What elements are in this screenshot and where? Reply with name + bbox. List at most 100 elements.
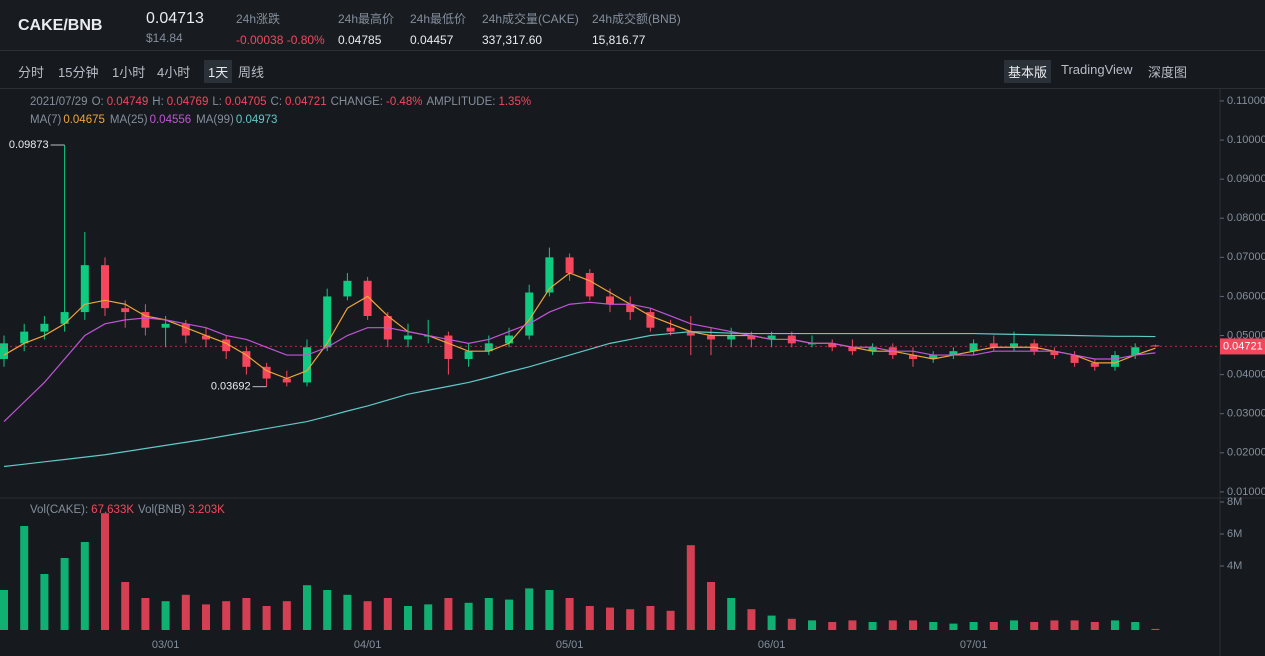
volume-bar — [1090, 622, 1099, 630]
volume-bar — [626, 609, 635, 630]
volume-bar — [121, 582, 130, 630]
candle-body — [80, 265, 89, 313]
volume-bar — [1010, 620, 1018, 630]
volume-bar — [444, 598, 453, 630]
info-value: 0.04769 — [166, 96, 209, 108]
candle-body — [444, 335, 453, 359]
volume-bar — [747, 609, 756, 630]
info-value: 0.04705 — [224, 96, 267, 108]
ma-value: 0.04675 — [63, 114, 105, 126]
volume-bar — [666, 610, 675, 630]
interval-tab[interactable]: 15分钟 — [58, 65, 99, 80]
candle-body — [121, 308, 130, 313]
view-tab[interactable]: 深度图 — [1148, 65, 1188, 80]
candle-body — [1070, 355, 1079, 363]
x-tick-label: 05/01 — [556, 639, 584, 651]
y-tick-label: 0.02000 — [1227, 447, 1265, 459]
volume-bar — [868, 622, 877, 630]
volume-bar — [565, 598, 574, 630]
y-tick-label: 0.10000 — [1227, 134, 1265, 146]
info-value: 0.04721 — [285, 96, 327, 108]
interval-tab[interactable]: 1小时 — [112, 65, 146, 80]
volume-bar — [80, 542, 89, 630]
volume-bar — [949, 623, 958, 630]
candle-body — [404, 335, 412, 340]
info-label: C: — [270, 96, 283, 108]
y-tick-label: 0.06000 — [1227, 290, 1265, 302]
last-price-tag — [1220, 338, 1265, 355]
candle-body — [505, 335, 513, 344]
candle-body — [343, 280, 352, 297]
volume-bar — [222, 601, 231, 630]
candle-body — [949, 351, 958, 356]
volume-bar — [181, 594, 190, 630]
candle-body — [929, 355, 938, 359]
volume-bar — [323, 590, 332, 630]
candle-body — [585, 272, 594, 297]
info-label: CHANGE: — [330, 96, 384, 108]
candle-body — [181, 323, 190, 336]
stat: 24h最高价 0.04785 — [338, 10, 394, 47]
candle-body — [323, 296, 332, 348]
candle-body — [1131, 347, 1140, 356]
ohlc-info: 2021/07/29 O: 0.04749 H: 0.04769 L: 0.04705 C: 0… — [30, 96, 535, 108]
vol-value: 67.633K — [91, 504, 135, 516]
candle-body — [1090, 362, 1099, 367]
info-label: L: — [212, 96, 222, 108]
candle-body — [1151, 345, 1160, 347]
pair[interactable]: CAKE/BNB — [18, 17, 103, 34]
interval-tab[interactable]: 周线 — [238, 65, 265, 80]
view-tab[interactable]: 基本版 — [1004, 60, 1052, 83]
volume-bar — [767, 615, 776, 630]
volume-bar — [1111, 620, 1119, 630]
candle-body — [202, 335, 210, 340]
ma-value: 0.04556 — [149, 114, 192, 126]
stat-value: 337,317.60 — [482, 33, 543, 47]
candle-body — [666, 327, 675, 332]
volume-bar — [606, 607, 614, 630]
stat-value: 0.04457 — [410, 33, 454, 47]
candle-body — [969, 343, 978, 352]
volume-bar — [545, 590, 554, 630]
stat-label: 24h涨跌 — [236, 12, 281, 26]
candle-body — [545, 257, 554, 293]
info-value: -0.48% — [386, 96, 423, 108]
vol-tick-label: 8M — [1227, 496, 1242, 508]
vol-value: 3.203K — [188, 504, 225, 516]
candle-body — [141, 312, 150, 328]
candle-body — [0, 343, 8, 359]
x-tick-label: 04/01 — [354, 639, 382, 651]
volume-bar — [525, 588, 534, 630]
x-tick-label: 03/01 — [152, 639, 180, 651]
stat: 24h最低价 0.04457 — [410, 10, 466, 47]
info-value: 0.04749 — [106, 96, 149, 108]
candle-body — [20, 331, 29, 344]
stat-label: 24h成交量(CAKE) — [482, 12, 579, 26]
volume-bar — [484, 598, 493, 630]
volume-bar — [828, 622, 837, 630]
volume-bar — [969, 622, 978, 630]
candle-body — [282, 378, 291, 383]
volume-bar — [424, 604, 433, 630]
info-label: AMPLITUDE: — [426, 96, 496, 108]
candle-body — [222, 339, 231, 352]
volume-bar — [1030, 622, 1039, 630]
volume-bar — [929, 622, 938, 630]
view-tab[interactable]: TradingView — [1061, 62, 1133, 77]
volume-bar — [686, 545, 695, 630]
stat-label: 24h最低价 — [410, 12, 467, 26]
volume-bar — [505, 599, 513, 630]
ma-name: MA(7) — [30, 114, 62, 126]
interval-tab[interactable]: 4小时 — [157, 65, 191, 80]
stat-value: 15,816.77 — [592, 33, 646, 47]
candle-body — [484, 343, 493, 352]
volume-bar — [727, 598, 736, 630]
volume-bar — [0, 590, 8, 630]
interval-tab[interactable]: 1天 — [204, 60, 233, 83]
volume-bar — [888, 620, 897, 630]
stat-value: -0.00038 -0.80% — [236, 33, 325, 47]
interval-tab[interactable]: 分时 — [18, 65, 45, 80]
candle-body — [363, 280, 372, 316]
volume-bar — [60, 558, 69, 630]
candle-body — [828, 343, 837, 348]
